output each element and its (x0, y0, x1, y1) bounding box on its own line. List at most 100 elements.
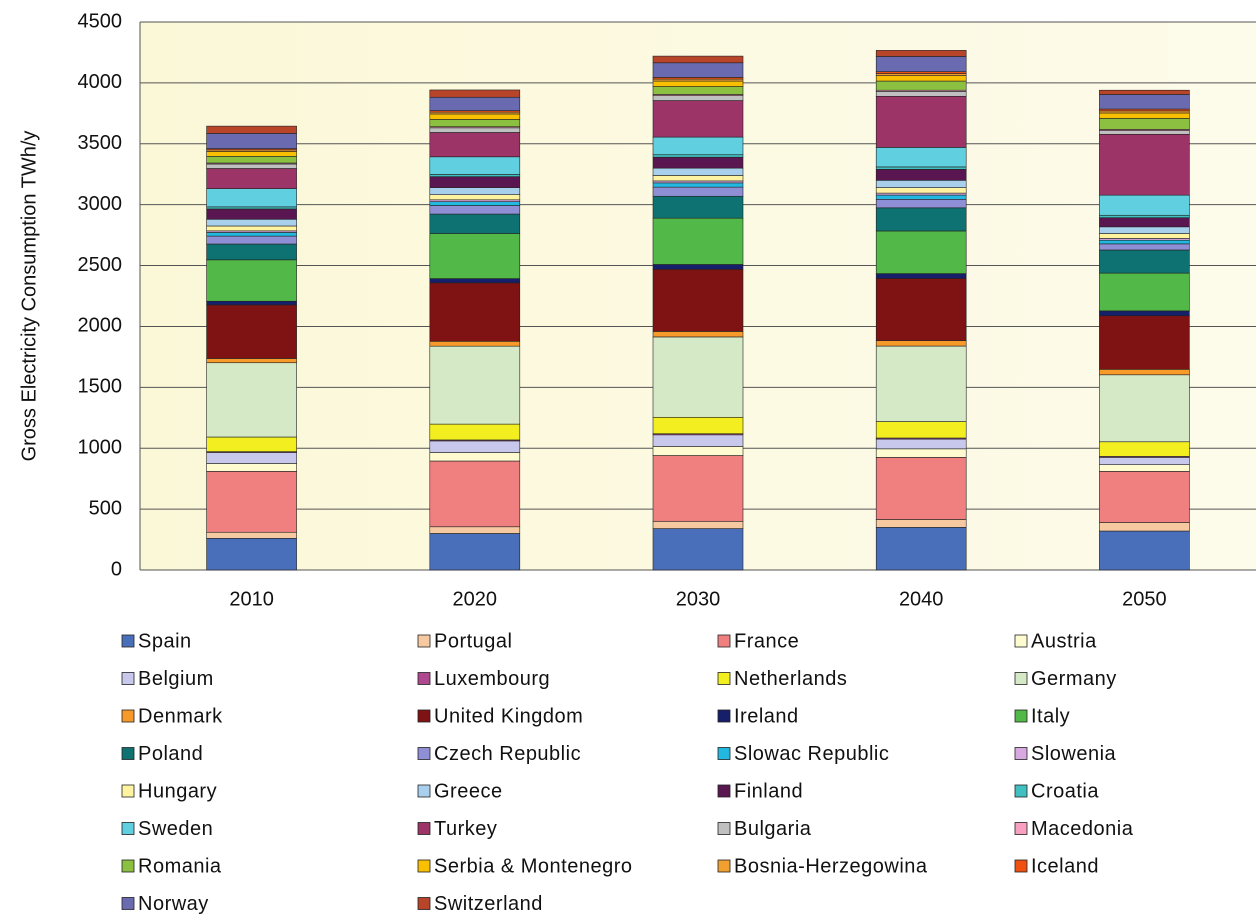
legend-swatch (717, 822, 731, 835)
bar-segment (875, 457, 967, 520)
legend-swatch (121, 859, 135, 873)
bar-segment (875, 166, 967, 170)
legend-label: Spain (138, 630, 192, 652)
bar-segment (652, 86, 744, 95)
bar-segment (206, 304, 297, 359)
bar-segment (1099, 272, 1190, 312)
legend-swatch (121, 897, 135, 910)
bar-segment (1099, 194, 1190, 216)
bar-segment (652, 100, 744, 138)
legend-swatch (417, 859, 431, 873)
legend-label: Norway (138, 893, 209, 915)
bar-segment (206, 235, 297, 245)
bar-segment (429, 278, 521, 284)
legend-label: Portugal (434, 630, 513, 652)
y-tick-label: 1500 (78, 376, 123, 398)
bar-segment (652, 446, 744, 456)
bar-segment (652, 264, 744, 270)
bar-segment (206, 133, 297, 149)
legend-swatch (121, 709, 135, 723)
bar-segment (875, 147, 967, 168)
bar-segment (429, 156, 521, 175)
legend-label: Poland (138, 743, 203, 765)
bar-segment (1099, 457, 1190, 465)
legend-label: France (734, 630, 799, 652)
bar-segment (652, 217, 744, 265)
bar-segment (206, 362, 297, 438)
legend-swatch (717, 784, 731, 798)
x-tick-label: 2040 (899, 588, 944, 610)
bar-segment (206, 300, 297, 306)
bar-segment (206, 206, 297, 210)
bar-segment (875, 207, 967, 232)
bar-segment (429, 213, 521, 234)
legend-swatch (417, 822, 431, 835)
bar-segment (875, 75, 967, 82)
bar-segment (875, 273, 967, 279)
legend-label: Serbia & Montenegro (434, 855, 633, 877)
legend-label: Finland (734, 780, 803, 802)
bar-segment (875, 438, 967, 450)
bar-segment (429, 89, 521, 98)
bar-segment (429, 176, 521, 188)
bar-segment (429, 460, 521, 528)
y-axis-label: Gross Electricity Consumption TWh/y (18, 131, 40, 462)
bar-segment (1099, 239, 1190, 245)
bar-segment (652, 175, 744, 182)
bar-segment (206, 471, 297, 533)
bar-segment (206, 188, 297, 208)
legend-label: Romania (138, 855, 222, 877)
legend-swatch (417, 784, 431, 798)
bar-segment (875, 230, 967, 274)
bar-segment (206, 259, 297, 302)
bar-segment (652, 528, 744, 571)
bar-segment (429, 233, 521, 279)
bar-segment (875, 95, 967, 148)
bar-segment (429, 282, 521, 342)
bar-segment (875, 73, 967, 76)
y-tick-label: 2000 (78, 315, 123, 337)
bar-segment (1099, 369, 1190, 376)
legend-swatch (717, 709, 731, 723)
legend-label: Sweden (138, 818, 213, 840)
bar-segment (652, 95, 744, 101)
bar-segment (875, 187, 967, 194)
legend-label: Luxembourg (434, 668, 550, 690)
legend-label: United Kingdom (434, 705, 583, 727)
bar-segment (429, 113, 521, 120)
x-tick-label: 2050 (1122, 588, 1167, 610)
bar-segment (652, 167, 744, 176)
bar-segment (206, 538, 297, 571)
bar-segment (206, 156, 297, 164)
y-tick-label: 500 (89, 497, 122, 519)
bar-segment (652, 520, 744, 529)
legend-label: Bulgaria (734, 818, 812, 840)
bar-segment (875, 527, 967, 571)
bar-segment (652, 136, 744, 156)
bar-segment (1099, 464, 1190, 472)
legend-swatch (1014, 672, 1028, 685)
legend-label: Macedonia (1031, 818, 1134, 840)
bar-segment (1099, 243, 1190, 251)
bar-segment (652, 434, 744, 447)
bar-segment (206, 243, 297, 261)
bar-segment (1099, 522, 1190, 532)
x-tick-label: 2030 (676, 588, 721, 610)
bar-segment (875, 278, 967, 341)
bar-segment (1099, 217, 1190, 228)
bar-segment (429, 127, 521, 133)
bar-segment (1099, 471, 1190, 523)
legend-swatch (1014, 784, 1028, 798)
legend-swatch (1014, 634, 1028, 648)
bar-segment (875, 340, 967, 347)
bar-segment (429, 194, 521, 201)
bar-segment (875, 169, 967, 181)
bar-segment (429, 119, 521, 128)
y-tick-label: 4500 (78, 10, 123, 32)
bar-segment (875, 448, 967, 458)
legend-swatch (121, 747, 135, 760)
bar-segment (1099, 214, 1190, 218)
legend-label: Turkey (434, 818, 497, 840)
bar-segment (652, 62, 744, 78)
bar-segment (1099, 110, 1190, 114)
